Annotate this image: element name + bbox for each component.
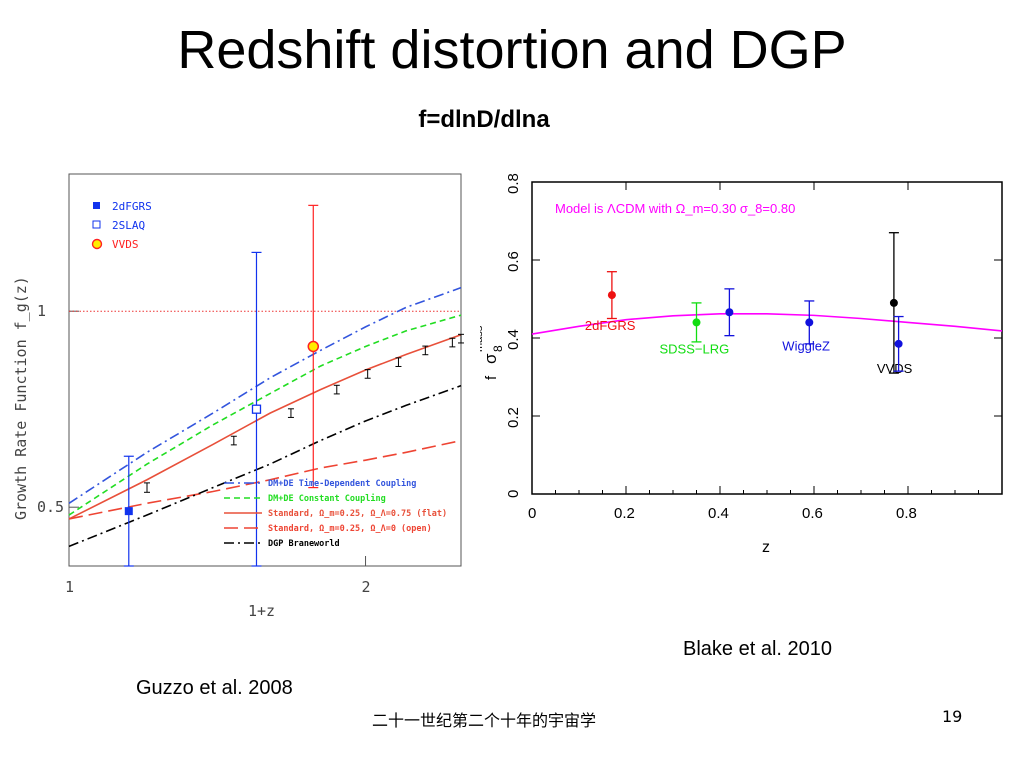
data-point [725,308,734,317]
y-tick-label: 0.8 [505,173,522,194]
svg-text:mass: mass [480,325,485,352]
credit-left: Guzzo et al. 2008 [136,677,293,699]
model-line [68,314,462,516]
legend-marker [91,238,103,250]
page-number: 19 [942,707,963,726]
x-tick-label: 0.8 [896,505,917,522]
y-tick-label: 1 [37,302,46,320]
legend-point-label: VVDS [112,238,139,251]
right-x-axis-label: z [762,539,770,556]
legend-line-label: DGP Braneworld [268,539,340,549]
y-tick-label: 0.4 [505,329,522,350]
legend-line-label: DM+DE Constant Coupling [268,493,386,504]
x-tick-label: 0.6 [802,505,823,522]
legend-point-label: 2dFGRS [112,200,152,213]
model-line [68,333,462,520]
data-point-label: WiggleZ [782,338,830,353]
growth-rate-chart: Growth Rate Function f_g(z) 1+z 1 2 0.5 1 2… [12,173,464,620]
legend-line-label: DM+DE Time-Dependent Coupling [268,478,416,489]
data-point [607,291,616,300]
y-tick-label: 0 [505,490,522,498]
x-tick-label: 0.4 [708,505,729,522]
slide-subtitle: f=dlnD/dlna [418,106,550,133]
model-line [68,286,462,504]
legend-marker [92,220,101,229]
legend-line-label: Standard, Ω_m=0.25, Ω_Λ=0.75 (flat) [268,509,447,519]
x-tick-label: 0 [528,505,536,522]
x-tick-label: 0.2 [614,505,635,522]
right-chart-frame [531,181,1003,495]
data-point-2SLAQ [251,404,262,414]
svg-text:8: 8 [491,345,505,352]
slide-title: Redshift distortion and DGP [177,20,847,80]
y-tick-label: 0.6 [505,251,522,272]
legend-line-label: Standard, Ω_m=0.25, Ω_Λ=0 (open) [268,524,432,534]
data-point [805,318,814,327]
y-tick-label: 0.2 [505,407,522,428]
left-chart-frame [68,173,462,567]
f-sigma8-chart: z f σ 8 mass Model is ΛCDM with Ω_m=0.30… [480,173,1003,556]
footer-text: 二十一世纪第二个十年的宇宙学 [372,711,597,730]
right-y-axis-label: f σ 8 mass [480,325,505,380]
data-point [692,318,701,327]
y-tick-label: 0.5 [37,498,64,516]
data-point-label: 2dFGRS [585,318,636,333]
svg-text:σ: σ [481,353,500,364]
x-tick-label: 1 [65,578,74,596]
left-x-axis-label: 1+z [248,602,275,620]
data-point-label: VVDS [877,361,913,376]
data-point [894,339,903,348]
model-line [68,384,462,548]
model-curve [531,313,1003,335]
svg-text:f: f [483,375,500,380]
legend-marker [93,202,100,209]
model-label: Model is ΛCDM with Ω_m=0.30 σ_8=0.80 [555,201,795,216]
data-point-VVDS [307,340,320,353]
credit-right: Blake et al. 2010 [683,638,832,660]
data-point [889,298,898,307]
model-line [68,439,462,520]
legend-point-label: 2SLAQ [112,219,145,232]
x-tick-label: 2 [362,578,371,596]
left-y-axis-label: Growth Rate Function f_g(z) [12,276,30,520]
data-point-label: SDSS−LRG [660,341,730,356]
data-point-2dFGRS [124,507,133,516]
